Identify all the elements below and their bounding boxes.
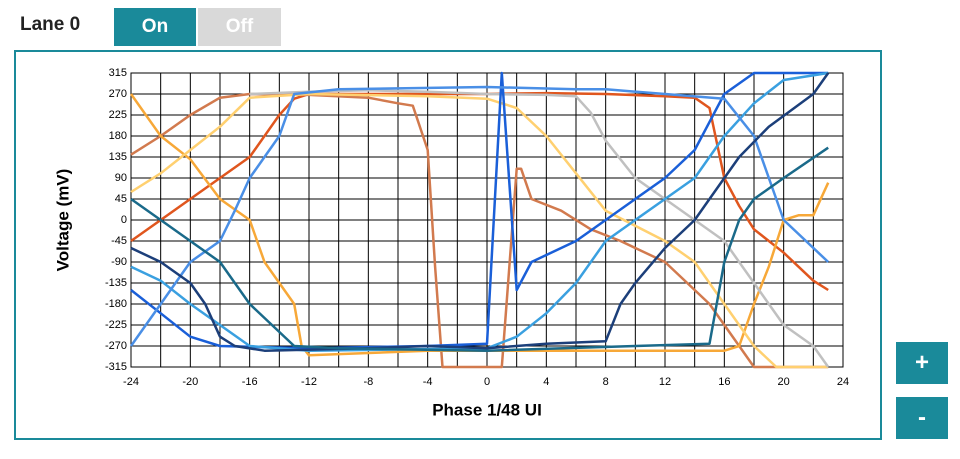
x-tick-label: 16	[718, 376, 730, 388]
x-tick-label: 12	[659, 376, 671, 388]
y-tick-label: -45	[111, 235, 127, 247]
y-tick-label: -315	[105, 361, 127, 373]
x-tick-label: -16	[242, 376, 258, 388]
series-line	[129, 85, 830, 347]
y-tick-label: 45	[115, 193, 127, 205]
y-tick-label: 270	[109, 88, 127, 100]
x-tick-label: 0	[484, 376, 490, 388]
on-button[interactable]: On	[114, 8, 196, 46]
y-tick-label: -135	[105, 277, 127, 289]
y-tick-label: 135	[109, 151, 127, 163]
x-axis-label: Phase 1/48 UI	[432, 400, 542, 419]
x-tick-label: 20	[778, 376, 790, 388]
x-tick-label: 4	[543, 376, 549, 388]
x-tick-label: -12	[301, 376, 317, 388]
y-tick-label: 90	[115, 172, 127, 184]
series-line	[130, 146, 829, 352]
series-line	[130, 91, 829, 292]
x-tick-label: 24	[837, 376, 849, 388]
y-tick-label: 315	[109, 67, 127, 79]
y-tick-label: 0	[121, 214, 127, 226]
y-tick-label: -225	[105, 319, 127, 331]
y-axis-label: Voltage (mV)	[53, 169, 72, 272]
y-tick-label: -90	[111, 256, 127, 268]
series-line	[130, 92, 829, 369]
x-tick-label: -4	[423, 376, 433, 388]
series-line	[130, 71, 829, 350]
y-tick-label: 225	[109, 109, 127, 121]
x-tick-label: -24	[123, 376, 139, 388]
series-line	[130, 72, 830, 352]
series-line	[130, 92, 829, 369]
zoom-in-button[interactable]: +	[896, 342, 948, 384]
zoom-out-button[interactable]: -	[896, 397, 948, 439]
y-tick-label: -180	[105, 298, 127, 310]
x-tick-label: 8	[603, 376, 609, 388]
y-tick-label: -270	[105, 340, 127, 352]
chart-frame	[14, 50, 882, 440]
series-line	[249, 89, 830, 368]
lane-label: Lane 0	[20, 14, 81, 35]
off-button[interactable]: Off	[198, 8, 281, 46]
x-tick-label: -8	[363, 376, 373, 388]
x-tick-label: -20	[182, 376, 198, 388]
y-tick-label: 180	[109, 130, 127, 142]
series-line	[130, 71, 829, 352]
